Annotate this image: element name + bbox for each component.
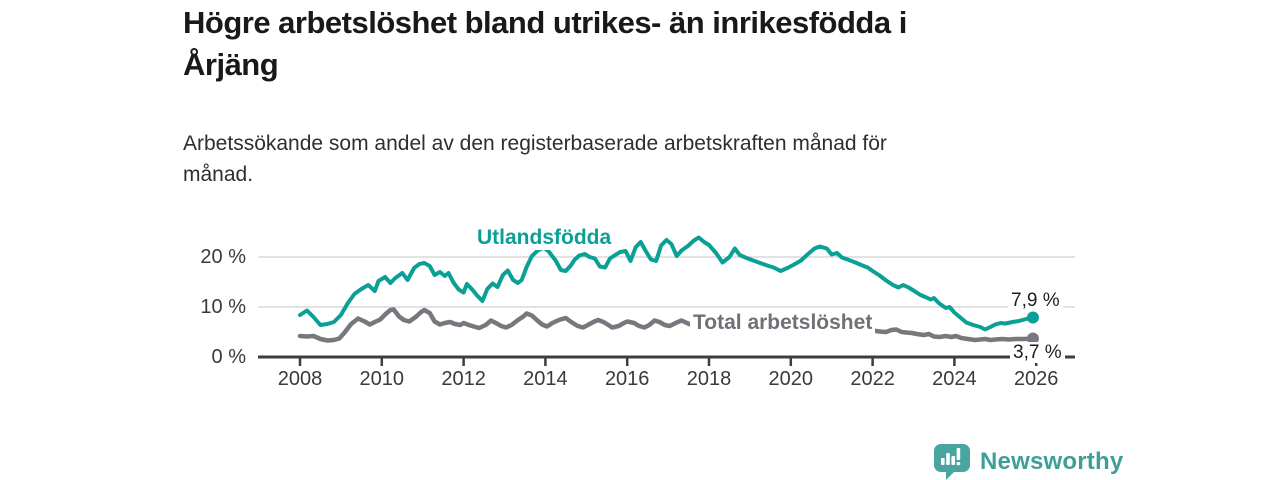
x-tick-label-2026: 2026 [1013,368,1059,390]
bar-chart-speech-bubble-icon [934,444,970,480]
x-tick-label-2018: 2018 [686,368,732,390]
x-tick-label-2008: 2008 [277,368,323,390]
y-tick-label-10: 10 % [200,296,246,318]
end-value-label-utlandsfodda: 7,9 % [1008,290,1063,311]
series-label-utlandsfodda: Utlandsfödda [474,226,615,250]
line-utlandsfodda [298,235,1035,332]
page-subtitle: Arbetssökande som andel av den registerb… [183,132,887,186]
brand-name: Newsworthy [980,447,1124,475]
page-title: Högre arbetslöshet bland utrikes- än inr… [183,5,907,82]
line-total-arbetsloshet [297,307,1036,343]
x-tick-label-2012: 2012 [441,368,486,390]
end-dot-total-arbetsloshet [1026,332,1039,345]
y-tick-label-0: 0 % [211,346,246,368]
x-tick-label-2014: 2014 [523,368,568,390]
newsworthy-brand: Newsworthy [933,443,1123,480]
x-tick-label-2022: 2022 [850,368,895,390]
y-tick-label-20: 20 % [200,246,246,268]
x-tick-label-2016: 2016 [604,368,650,390]
x-tick-label-2020: 2020 [768,368,814,390]
x-tick-label-2010: 2010 [359,368,405,390]
series-label-total-arbetsloshet: Total arbetslöshet [690,311,876,335]
end-value-label-total: 3,7 % [1010,342,1065,363]
x-tick-label-2024: 2024 [932,368,977,390]
end-dot-utlandsfodda [1026,311,1039,324]
